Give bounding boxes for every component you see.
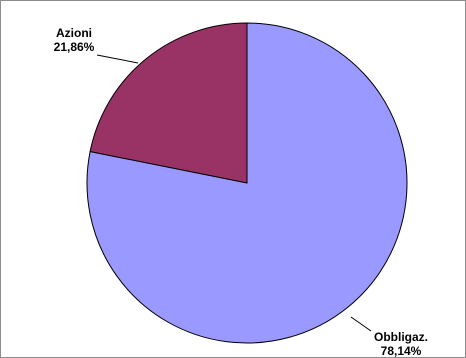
leader-line-azioni	[96, 54, 139, 64]
slice-label-obbligaz-value: 78,14%	[381, 344, 422, 358]
slice-label-azioni-name: Azioni	[56, 26, 92, 40]
pie-slice-obbligaz	[86, 22, 408, 344]
slice-label-azioni-value: 21,86%	[54, 40, 95, 54]
leader-lines	[96, 54, 372, 332]
slice-label-obbligaz-name: Obbligaz.	[374, 330, 428, 344]
leader-line-obbligaz	[350, 316, 372, 332]
pie-slice-azioni	[89, 22, 248, 184]
pie-slices	[86, 22, 408, 344]
